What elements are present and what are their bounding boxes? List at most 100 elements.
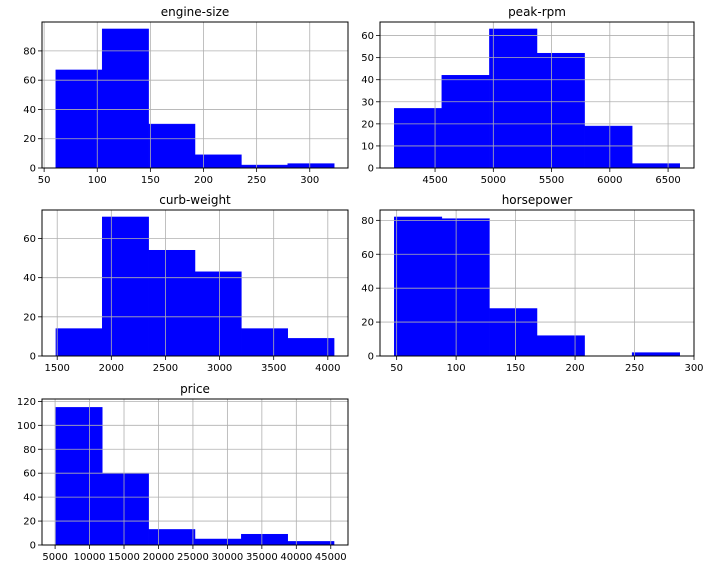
bar <box>194 271 242 357</box>
y-tick-label: 20 <box>23 312 36 323</box>
y-tick-label: 0 <box>30 541 36 552</box>
bar <box>287 338 335 357</box>
y-tick-label: 40 <box>23 493 36 504</box>
y-tick-label: 40 <box>361 75 374 86</box>
chart-title: horsepower <box>502 193 573 207</box>
bar <box>241 533 288 546</box>
x-tick-label: 15000 <box>108 552 140 563</box>
bar <box>101 28 149 169</box>
y-tick-label: 60 <box>23 469 36 480</box>
x-tick-label: 100 <box>447 363 466 374</box>
axes-frame <box>379 21 695 169</box>
panel-curb-weight: 1500 2000 2500 3000 3500 4000 0 20 40 60 curb-weig… <box>23 193 349 374</box>
bar <box>102 216 149 357</box>
y-tick-label: 0 <box>30 352 36 363</box>
y-tick-label: 20 <box>23 134 36 145</box>
bar <box>55 328 103 357</box>
bar <box>489 28 538 169</box>
y-tick-label: 80 <box>23 445 36 456</box>
bar <box>536 335 585 357</box>
x-tick-label: 1500 <box>44 363 69 374</box>
bar <box>194 538 242 546</box>
bar <box>287 541 335 546</box>
bar <box>394 108 443 169</box>
x-tick-label: 50 <box>390 363 403 374</box>
x-tick-label: 200 <box>566 363 585 374</box>
y-tick-label: 0 <box>368 352 374 363</box>
x-tick-label: 200 <box>194 175 213 186</box>
bar <box>55 407 103 546</box>
x-tick-label: 2500 <box>153 363 178 374</box>
chart-title: engine-size <box>161 5 230 19</box>
y-tick-label: 120 <box>17 397 36 408</box>
panel-price: 5000 10000 15000 20000 25000 30000 35000 40000 4… <box>17 382 349 563</box>
bar <box>287 163 335 169</box>
x-tick-label: 5000 <box>481 175 506 186</box>
x-tick-label: 3500 <box>261 363 286 374</box>
x-tick-label: 4500 <box>422 175 447 186</box>
y-tick-label: 20 <box>361 119 374 130</box>
y-tick-label: 80 <box>361 216 374 227</box>
y-tick-label: 80 <box>23 46 36 57</box>
x-tick-label: 2000 <box>99 363 124 374</box>
x-tick-label: 250 <box>625 363 644 374</box>
axes-frame <box>379 209 695 357</box>
axes-frame <box>41 21 349 169</box>
y-tick-label: 60 <box>361 31 374 42</box>
x-tick-label: 5500 <box>539 175 564 186</box>
x-tick-label: 25000 <box>177 552 209 563</box>
bar <box>489 308 538 357</box>
bar <box>102 472 149 546</box>
x-tick-label: 150 <box>506 363 525 374</box>
y-tick-label: 10 <box>361 141 374 152</box>
y-tick-label: 0 <box>30 164 36 175</box>
chart-title: price <box>180 382 210 396</box>
x-tick-label: 250 <box>247 175 266 186</box>
bar <box>241 328 288 357</box>
bar <box>148 249 196 357</box>
x-tick-label: 100 <box>88 175 107 186</box>
bar <box>441 75 490 169</box>
x-tick-label: 45000 <box>315 552 347 563</box>
y-tick-label: 30 <box>361 97 374 108</box>
bar <box>631 163 680 169</box>
bar <box>441 218 490 357</box>
chart-title: curb-weight <box>159 193 231 207</box>
y-tick-label: 40 <box>23 105 36 116</box>
x-tick-label: 20000 <box>143 552 175 563</box>
x-tick-label: 150 <box>141 175 160 186</box>
bar <box>394 216 443 357</box>
axes-frame <box>41 209 349 357</box>
x-tick-label: 10000 <box>74 552 106 563</box>
panel-peak-rpm: 4500 5000 5500 6000 6500 0 10 20 30 40 50 60 peak-rp… <box>361 5 695 186</box>
bar <box>194 154 242 169</box>
y-tick-label: 60 <box>361 250 374 261</box>
y-tick-label: 60 <box>23 234 36 245</box>
bar <box>55 69 103 169</box>
x-tick-label: 300 <box>684 363 703 374</box>
bar <box>584 125 633 169</box>
bar <box>148 123 196 169</box>
bar <box>536 52 585 169</box>
y-tick-label: 50 <box>361 53 374 64</box>
y-tick-label: 20 <box>23 517 36 528</box>
x-tick-label: 6500 <box>655 175 680 186</box>
bar <box>148 529 196 546</box>
axes-frame <box>41 398 349 546</box>
chart-title: peak-rpm <box>508 5 566 19</box>
y-tick-label: 0 <box>368 164 374 175</box>
x-tick-label: 300 <box>300 175 319 186</box>
x-tick-label: 40000 <box>280 552 312 563</box>
bar <box>631 352 680 357</box>
y-tick-label: 40 <box>23 273 36 284</box>
x-tick-label: 4000 <box>315 363 340 374</box>
x-tick-label: 30000 <box>211 552 243 563</box>
x-tick-label: 50 <box>38 175 51 186</box>
panel-horsepower: 50 100 150 200 250 300 0 20 40 60 80 horsepower <box>361 193 703 374</box>
x-tick-label: 6000 <box>597 175 622 186</box>
y-tick-label: 40 <box>361 284 374 295</box>
x-tick-label: 5000 <box>42 552 67 563</box>
panel-engine-size: 50 100 150 200 250 300 0 20 40 60 80 engine-size <box>23 5 349 186</box>
x-tick-label: 3000 <box>207 363 232 374</box>
